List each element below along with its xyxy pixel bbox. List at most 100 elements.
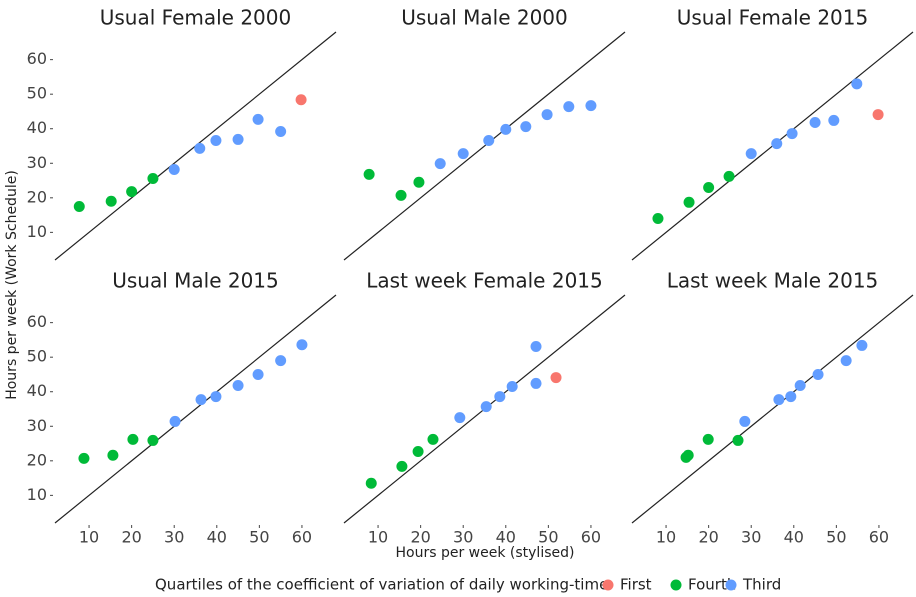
y-axis-label: Hours per week (Work Schedule) — [4, 170, 20, 400]
point — [530, 340, 542, 352]
point — [210, 391, 222, 403]
point — [434, 158, 446, 170]
point — [550, 372, 562, 384]
x-tick-label: 40 — [784, 528, 804, 547]
panel-title: Usual Male 2000 — [401, 6, 568, 30]
legend-marker — [602, 579, 614, 591]
x-tick-label: 40 — [496, 528, 516, 547]
point — [107, 449, 119, 461]
y-tick-label: 50 — [27, 84, 47, 103]
legend-marker — [725, 579, 737, 591]
point — [683, 196, 695, 208]
point — [73, 200, 85, 212]
point — [168, 163, 180, 175]
point — [454, 412, 466, 424]
x-tick-label: 50 — [249, 528, 269, 547]
point — [210, 134, 222, 146]
reference-line — [54, 294, 337, 524]
x-tick-label: 20 — [698, 528, 718, 547]
y-tick-label: 10 — [27, 222, 47, 241]
point — [395, 189, 407, 201]
point — [127, 433, 139, 445]
point — [786, 128, 798, 140]
point — [506, 381, 518, 393]
point — [147, 434, 159, 446]
x-tick-label: 30 — [741, 528, 761, 547]
point — [252, 113, 264, 125]
point — [483, 134, 495, 146]
x-tick-label: 60 — [869, 528, 889, 547]
point — [295, 94, 307, 106]
y-tick-label: 30 — [27, 153, 47, 172]
y-tick-label: 20 — [27, 187, 47, 206]
point — [702, 433, 714, 445]
point — [585, 100, 597, 112]
x-tick-label: 20 — [410, 528, 430, 547]
x-tick-label: 50 — [538, 528, 558, 547]
point — [480, 401, 492, 413]
legend-label: First — [620, 576, 652, 594]
x-tick-label: 40 — [207, 528, 227, 547]
point — [872, 109, 884, 121]
point — [252, 368, 264, 380]
point — [500, 123, 512, 135]
point — [365, 477, 377, 489]
point — [541, 109, 553, 121]
panel-title: Last week Male 2015 — [667, 269, 879, 293]
reference-line — [631, 294, 914, 524]
point — [195, 394, 207, 406]
y-tick-label: 60 — [27, 312, 47, 331]
point — [427, 433, 439, 445]
x-tick-label: 20 — [121, 528, 141, 547]
point — [232, 380, 244, 392]
point — [828, 114, 840, 126]
panel-title: Usual Female 2015 — [677, 6, 868, 30]
point — [682, 449, 694, 461]
panel-title: Usual Male 2015 — [112, 269, 279, 293]
panel-title: Usual Female 2000 — [100, 6, 291, 30]
point — [840, 355, 852, 367]
y-tick-label: 20 — [27, 450, 47, 469]
point — [794, 380, 806, 392]
point — [851, 78, 863, 90]
y-tick-label: 40 — [27, 118, 47, 137]
point — [275, 355, 287, 367]
point — [732, 434, 744, 446]
x-tick-label: 60 — [292, 528, 312, 547]
point — [413, 176, 425, 188]
point — [773, 394, 785, 406]
point — [812, 368, 824, 380]
point — [169, 415, 181, 427]
point — [105, 195, 117, 207]
point — [530, 377, 542, 389]
point — [520, 121, 532, 133]
x-tick-label: 30 — [453, 528, 473, 547]
point — [296, 339, 308, 351]
point — [275, 125, 287, 137]
x-axis-label: Hours per week (stylised) — [396, 545, 575, 561]
legend-label: Third — [742, 576, 781, 594]
reference-line — [343, 31, 626, 261]
x-tick-label: 50 — [826, 528, 846, 547]
point — [194, 142, 206, 154]
legend-label: Fourth — [688, 576, 736, 594]
point — [232, 133, 244, 145]
y-tick-label: 10 — [27, 485, 47, 504]
point — [771, 138, 783, 150]
point — [457, 148, 469, 160]
y-tick-label: 50 — [27, 347, 47, 366]
point — [739, 415, 751, 427]
y-tick-label: 30 — [27, 416, 47, 435]
point — [785, 391, 797, 403]
legend-marker — [670, 579, 682, 591]
x-tick-label: 10 — [368, 528, 388, 547]
point — [363, 168, 375, 180]
point — [745, 148, 757, 160]
point — [412, 445, 424, 457]
x-tick-label: 10 — [656, 528, 676, 547]
y-tick-label: 40 — [27, 381, 47, 400]
point — [563, 101, 575, 113]
x-tick-label: 60 — [581, 528, 601, 547]
point — [723, 170, 735, 182]
